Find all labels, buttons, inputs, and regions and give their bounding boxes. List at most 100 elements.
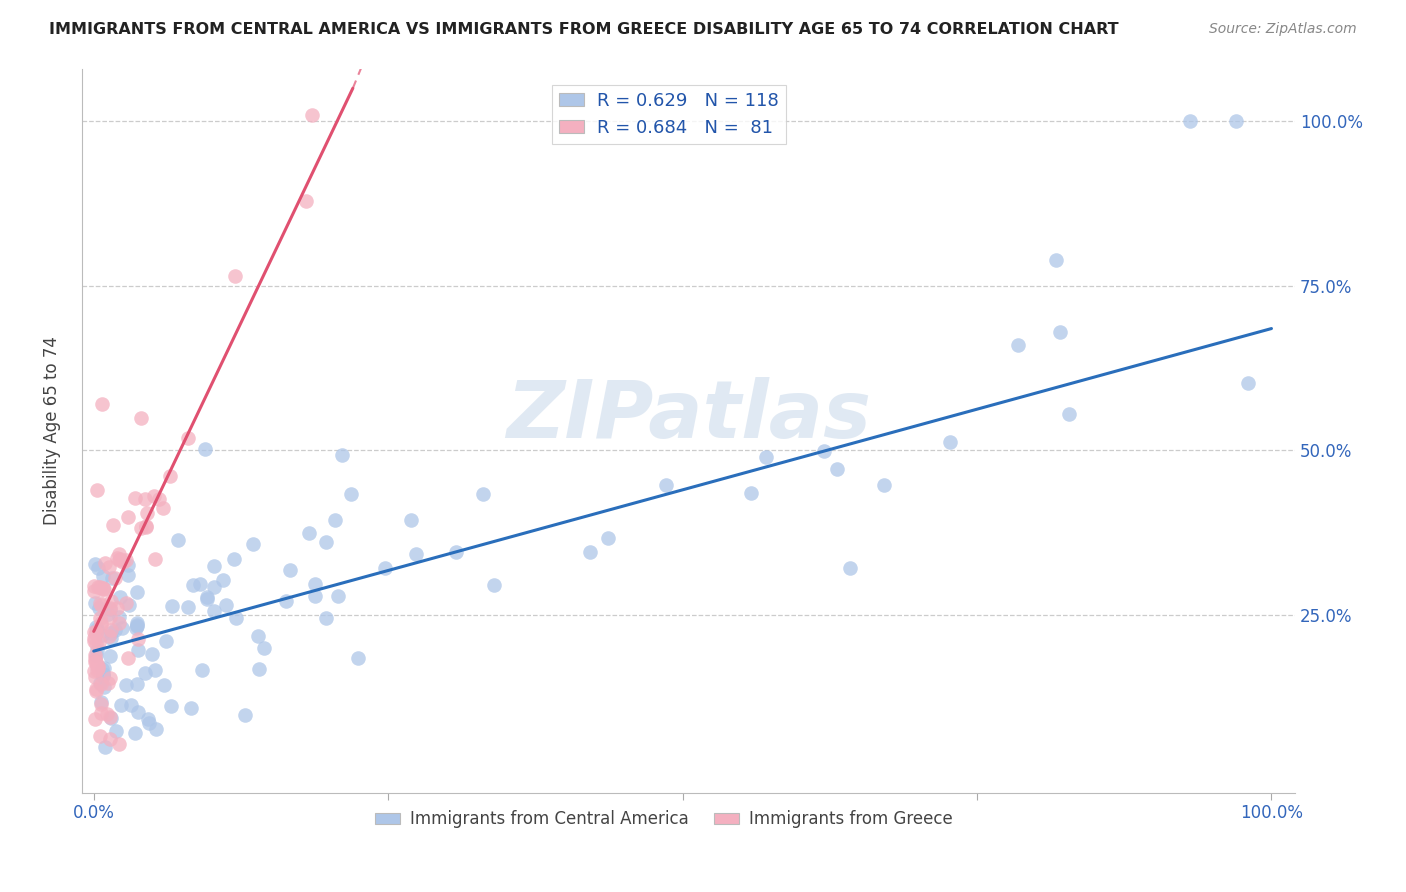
Point (115, 677, 138, 691)
Point (83, 624, 105, 639)
Point (84, 620, 107, 634)
Point (107, 737, 129, 751)
Point (155, 634, 177, 648)
Point (117, 510, 139, 524)
Point (84, 557, 107, 571)
Point (873, 478, 896, 492)
Point (125, 618, 148, 632)
Point (110, 698, 132, 712)
Point (86, 624, 108, 639)
Point (177, 431, 200, 445)
Point (579, 544, 602, 558)
Point (125, 621, 148, 635)
Point (84, 655, 107, 669)
Point (328, 589, 350, 603)
Point (444, 544, 467, 558)
Point (97, 560, 120, 574)
Point (148, 492, 170, 507)
Point (127, 677, 149, 691)
Point (233, 708, 256, 723)
Point (90, 616, 112, 631)
Point (405, 547, 427, 561)
Point (247, 629, 270, 643)
Legend: Immigrants from Central America, Immigrants from Greece: Immigrants from Central America, Immigra… (368, 804, 960, 835)
Point (105, 551, 128, 566)
Point (135, 506, 157, 520)
Point (90, 698, 112, 712)
Point (399, 513, 422, 527)
Point (89, 596, 111, 610)
Point (117, 558, 139, 573)
Point (83, 579, 105, 593)
Point (215, 598, 238, 612)
Point (211, 573, 233, 587)
Point (93, 581, 115, 595)
Point (90, 617, 112, 632)
Point (94, 739, 117, 754)
Point (827, 461, 849, 475)
Point (93, 582, 115, 597)
Point (112, 556, 135, 570)
Point (276, 594, 298, 608)
Point (135, 520, 157, 534)
Point (145, 723, 167, 737)
Point (194, 442, 217, 456)
Point (84, 637, 107, 651)
Point (90, 628, 112, 642)
Point (96, 706, 118, 721)
Point (177, 600, 200, 615)
Point (141, 647, 163, 661)
Point (98, 609, 121, 624)
Point (125, 618, 148, 632)
Point (100, 625, 122, 640)
Point (89, 676, 111, 690)
Point (278, 563, 301, 577)
Point (107, 609, 129, 624)
Point (202, 604, 225, 618)
Point (755, 450, 778, 464)
Point (145, 663, 167, 677)
Point (190, 663, 212, 677)
Point (89, 580, 111, 594)
Point (101, 571, 124, 585)
Point (105, 601, 128, 615)
Point (87, 580, 110, 594)
Point (124, 726, 146, 740)
Point (111, 621, 134, 635)
Point (100, 623, 122, 637)
Point (87, 561, 110, 575)
Point (98, 671, 121, 685)
Point (160, 599, 183, 613)
Point (104, 571, 127, 585)
Point (301, 107, 323, 121)
Point (93, 582, 115, 597)
Point (298, 525, 321, 540)
Point (247, 661, 270, 675)
Point (101, 518, 124, 533)
Point (1057, 408, 1080, 422)
Point (202, 581, 225, 595)
Point (90, 662, 112, 676)
Point (90, 397, 112, 411)
Point (91, 668, 114, 682)
Point (84, 625, 107, 640)
Point (100, 711, 122, 725)
Point (222, 552, 245, 566)
Point (93, 660, 115, 674)
Point (939, 435, 962, 450)
Point (83, 664, 105, 678)
Point (104, 623, 127, 637)
Point (120, 698, 142, 712)
Point (90, 694, 112, 708)
Point (98, 710, 121, 724)
Point (294, 194, 316, 208)
Point (1237, 376, 1260, 391)
Point (242, 537, 264, 551)
Point (98, 601, 121, 615)
Point (86, 643, 108, 657)
Point (90, 677, 112, 691)
Text: IMMIGRANTS FROM CENTRAL AMERICA VS IMMIGRANTS FROM GREECE DISABILITY AGE 65 TO 7: IMMIGRANTS FROM CENTRAL AMERICA VS IMMIG… (49, 22, 1119, 37)
Point (83, 648, 105, 662)
Point (117, 568, 139, 582)
Point (110, 590, 132, 604)
